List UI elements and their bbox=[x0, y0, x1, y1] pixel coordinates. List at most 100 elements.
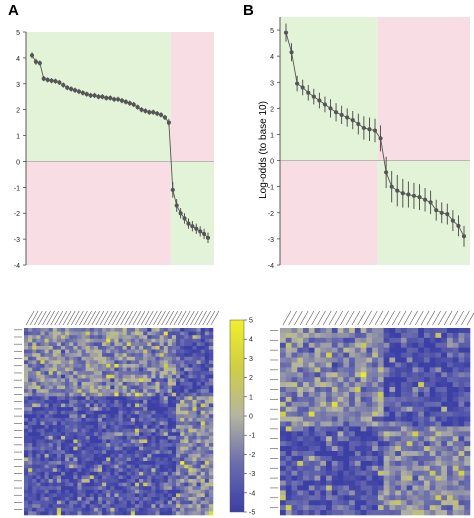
panel-b-heatmap-cell bbox=[291, 495, 298, 501]
panel-b-label: B bbox=[243, 2, 254, 19]
panel-a-heatmap-cell bbox=[147, 486, 152, 491]
panel-b-heatmap-cell bbox=[303, 475, 310, 481]
panel-a-heatmap-cell bbox=[163, 331, 169, 336]
panel-b-heatmap-cell bbox=[441, 441, 448, 447]
panel-a-heatmap-cell bbox=[151, 360, 156, 365]
panel-a-heatmap-cell bbox=[89, 328, 95, 332]
panel-b-heatmap-cell bbox=[366, 421, 373, 427]
panel-a-heatmap-cell bbox=[208, 363, 214, 368]
panel-a-heatmap-cell bbox=[118, 421, 123, 426]
panel-a-heatmap-cell bbox=[114, 414, 119, 419]
panel-b-heatmap-cell bbox=[291, 451, 298, 457]
panel-a-heatmap-cell bbox=[155, 471, 160, 476]
panel-b-heatmap-cell bbox=[412, 460, 419, 467]
panel-a-heatmap-cell bbox=[200, 381, 206, 386]
panel-a-heatmap-cell bbox=[180, 500, 185, 505]
panel-a-heatmap-cell bbox=[159, 482, 164, 487]
panel-a-heatmap-cell bbox=[106, 403, 111, 408]
panel-b-heatmap-cell bbox=[383, 387, 390, 393]
panel-a-heatmap-cell bbox=[176, 399, 181, 404]
panel-a-heatmap-cell bbox=[85, 486, 91, 491]
panel-a-column-label-mark bbox=[186, 310, 195, 326]
panel-b-heatmap-cell bbox=[377, 367, 384, 373]
panel-a-heatmap-cell bbox=[97, 432, 103, 437]
panel-a-heatmap-cell bbox=[56, 356, 62, 361]
panel-a-heatmap-cell bbox=[167, 328, 173, 332]
panel-a-heatmap-cell bbox=[77, 446, 82, 451]
panel-a-heatmap-cell bbox=[176, 356, 181, 361]
panel-a-column-label-mark bbox=[153, 310, 162, 326]
panel-a-heatmap-cell bbox=[28, 356, 33, 361]
panel-a-heatmap-cell bbox=[196, 363, 201, 368]
panel-a-heatmap-cell bbox=[28, 371, 33, 376]
panel-a-heatmap-cell bbox=[122, 446, 128, 451]
panel-a-heatmap-cell bbox=[114, 331, 119, 336]
panel-a-heatmap-cell bbox=[130, 493, 136, 498]
panel-b-heatmap-cell bbox=[297, 470, 304, 476]
panel-a-point bbox=[53, 79, 58, 84]
panel-a-heatmap-cell bbox=[32, 497, 37, 501]
panel-b-heatmap-cell bbox=[343, 455, 350, 462]
panel-a-heatmap-cell bbox=[85, 367, 91, 372]
panel-a-heatmap-cell bbox=[97, 399, 103, 404]
panel-a-heatmap-cell bbox=[28, 504, 33, 509]
panel-a-heatmap-cell bbox=[118, 345, 123, 350]
panel-b-heatmap-cell bbox=[383, 416, 390, 422]
panel-a-heatmap-cell bbox=[56, 349, 62, 354]
panel-b-heatmap-cell bbox=[326, 431, 333, 437]
panel-b-heatmap-cell bbox=[464, 480, 471, 486]
panel-b-heatmap-cell bbox=[366, 455, 373, 462]
panel-a-heatmap-cell bbox=[167, 453, 173, 458]
panel-a-heatmap-cell bbox=[44, 399, 49, 404]
panel-a-heatmap-cell bbox=[36, 432, 41, 437]
panel-b-heatmap-cell bbox=[446, 451, 454, 457]
panel-b-heatmap-cell bbox=[418, 377, 425, 383]
panel-a-heatmap-cell bbox=[204, 342, 210, 347]
panel-b-heatmap-cell bbox=[395, 480, 402, 486]
panel-b-heatmap-cell bbox=[349, 426, 356, 432]
panel-a-heatmap-cell bbox=[110, 471, 115, 476]
panel-b-heatmap-cell bbox=[331, 475, 338, 481]
panel-a-heatmap-cell bbox=[69, 439, 74, 444]
panel-a-heatmap-cell bbox=[122, 439, 128, 444]
panel-a-heatmap-cell bbox=[155, 399, 160, 404]
panel-b-heatmap-cell bbox=[291, 342, 298, 348]
panel-a-heatmap-cell bbox=[85, 389, 91, 394]
panel-b-heatmap-cell bbox=[280, 396, 287, 403]
panel-a-point bbox=[131, 102, 136, 107]
panel-a-heatmap-cell bbox=[85, 396, 91, 401]
panel-a-heatmap-cell bbox=[93, 479, 99, 483]
panel-b-column-label-mark bbox=[449, 310, 459, 326]
panel-b-heatmap-cell bbox=[280, 347, 287, 353]
panel-a-heatmap-cell bbox=[69, 414, 74, 419]
panel-a-heatmap-cell bbox=[89, 435, 95, 440]
panel-a-heatmap-cell bbox=[40, 360, 45, 365]
panel-b-heatmap-cell bbox=[400, 500, 407, 506]
panel-a-heatmap-cell bbox=[48, 493, 54, 498]
panel-a-heatmap-cell bbox=[139, 399, 144, 404]
panel-b-heatmap-cell bbox=[446, 455, 454, 462]
panel-a-heatmap-cell bbox=[196, 407, 201, 412]
panel-a-heatmap-cell bbox=[81, 338, 86, 343]
panel-b-heatmap-cell bbox=[452, 377, 459, 383]
panel-a-heatmap-cell bbox=[32, 385, 37, 390]
panel-b-heatmap-cell bbox=[349, 357, 356, 363]
panel-a-heatmap-cell bbox=[159, 345, 164, 350]
panel-b-heatmap-cell bbox=[429, 377, 436, 383]
panel-b-heatmap-cell bbox=[383, 328, 390, 334]
panel-b-heatmap-cell bbox=[383, 441, 390, 447]
panel-b-heatmap-cell bbox=[285, 416, 292, 422]
panel-a-heatmap-cell bbox=[93, 443, 99, 447]
panel-a-heatmap-cell bbox=[204, 493, 210, 498]
panel-b-heatmap-cell bbox=[406, 470, 413, 476]
panel-a-heatmap-cell bbox=[192, 407, 197, 412]
panel-a-heatmap-cell bbox=[60, 399, 66, 404]
panel-a-heatmap-cell bbox=[65, 414, 70, 419]
panel-a-heatmap-cell bbox=[200, 428, 206, 433]
panel-a-heatmap-cell bbox=[188, 482, 193, 487]
panel-a-heatmap-cell bbox=[106, 367, 111, 372]
panel-a-heatmap-cell bbox=[163, 342, 169, 347]
panel-b-point bbox=[395, 188, 400, 193]
panel-a-heatmap-cell bbox=[143, 399, 148, 404]
panel-a-heatmap-cell bbox=[118, 407, 123, 412]
